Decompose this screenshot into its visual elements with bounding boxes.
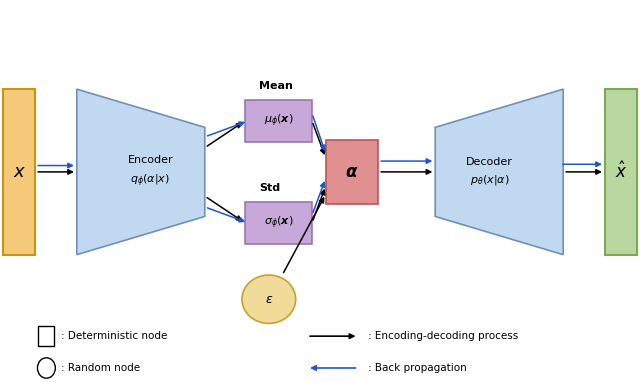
- Text: : Deterministic node: : Deterministic node: [61, 331, 167, 341]
- Polygon shape: [77, 89, 205, 255]
- Text: $x$: $x$: [13, 163, 26, 181]
- FancyBboxPatch shape: [244, 202, 312, 244]
- Text: $\epsilon$: $\epsilon$: [265, 293, 273, 306]
- Polygon shape: [435, 89, 563, 255]
- Text: Encoder
$q_\phi(\alpha|x)$: Encoder $q_\phi(\alpha|x)$: [127, 155, 173, 189]
- Ellipse shape: [37, 358, 56, 378]
- Text: : Encoding-decoding process: : Encoding-decoding process: [368, 331, 518, 341]
- FancyBboxPatch shape: [244, 100, 312, 142]
- Text: : Random node: : Random node: [61, 363, 140, 373]
- Text: Mean: Mean: [259, 81, 293, 91]
- Text: $\boldsymbol{\alpha}$: $\boldsymbol{\alpha}$: [345, 163, 359, 181]
- FancyBboxPatch shape: [605, 89, 637, 255]
- Text: Std: Std: [259, 183, 280, 193]
- FancyBboxPatch shape: [326, 140, 378, 204]
- FancyBboxPatch shape: [38, 326, 54, 346]
- FancyBboxPatch shape: [3, 89, 35, 255]
- Text: : Back propagation: : Back propagation: [368, 363, 467, 373]
- Text: $\mu_\phi(\boldsymbol{x})$: $\mu_\phi(\boldsymbol{x})$: [264, 113, 293, 129]
- Text: Decoder
$p_\theta(x|\alpha)$: Decoder $p_\theta(x|\alpha)$: [466, 157, 513, 187]
- Ellipse shape: [242, 275, 296, 324]
- Text: $\sigma_\phi(\boldsymbol{x})$: $\sigma_\phi(\boldsymbol{x})$: [264, 215, 293, 231]
- Text: $\hat{x}$: $\hat{x}$: [614, 162, 627, 182]
